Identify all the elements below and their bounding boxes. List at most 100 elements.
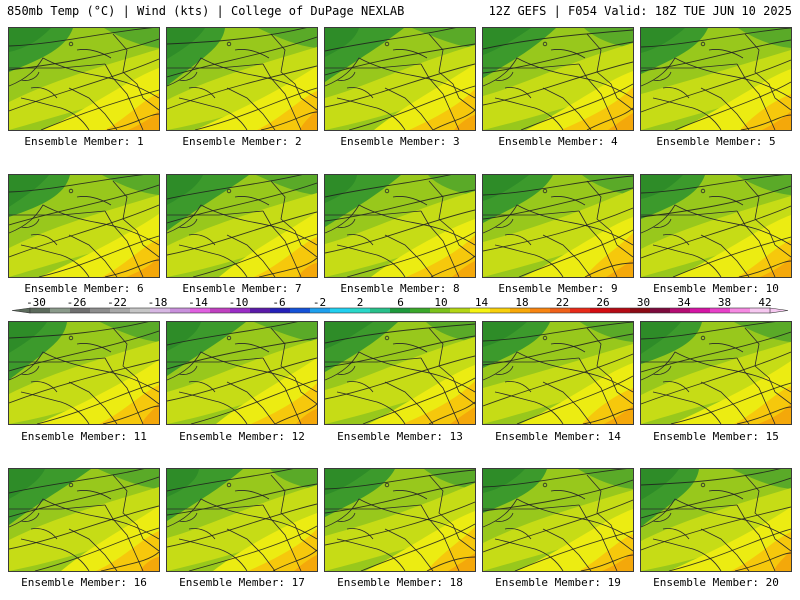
ensemble-member-label: Ensemble Member: 2 <box>182 135 302 148</box>
colorbar-tick-label: 42 <box>758 296 771 309</box>
temperature-color-scale: -30 -26 -22 -18 -14 -10 -6 -2 2 6 10 14 18 22 26 30 34 38… <box>11 296 789 314</box>
ensemble-member-map <box>482 321 634 425</box>
ensemble-member-label: Ensemble Member: 10 <box>653 282 779 295</box>
model-valid-time: 12Z GEFS | F054 Valid: 18Z TUE JUN 10 20… <box>488 4 792 18</box>
colorbar-swatch <box>470 308 491 313</box>
colorbar-swatch <box>570 308 591 313</box>
ensemble-member-label: Ensemble Member: 16 <box>21 576 147 589</box>
colorbar-tick-label: 34 <box>677 296 691 309</box>
colorbar-tick-label: 14 <box>475 296 489 309</box>
colorbar-tick-label: 26 <box>596 296 609 309</box>
colorbar-arrow-right <box>769 307 789 314</box>
colorbar-swatch <box>650 308 671 313</box>
colorbar-tick-label: 6 <box>397 296 404 309</box>
colorbar-swatch <box>190 308 211 313</box>
ensemble-member-label: Ensemble Member: 5 <box>656 135 776 148</box>
ensemble-member-label: Ensemble Member: 17 <box>179 576 305 589</box>
colorbar-tick-label: -30 <box>26 296 46 309</box>
colorbar-swatch <box>710 308 731 313</box>
colorbar-swatch <box>230 308 251 313</box>
ensemble-member-map <box>640 27 792 131</box>
colorbar-swatch <box>270 308 291 313</box>
colorbar-swatch <box>490 308 511 313</box>
colorbar-swatch <box>210 308 231 313</box>
colorbar-tick-label: 2 <box>357 296 364 309</box>
ensemble-member-label: Ensemble Member: 7 <box>182 282 302 295</box>
ensemble-member-map <box>324 321 476 425</box>
ensemble-member-map <box>8 174 160 278</box>
colorbar-swatch <box>130 308 151 313</box>
colorbar-swatch <box>630 308 651 313</box>
colorbar-swatch <box>50 308 71 313</box>
colorbar-swatch <box>30 308 51 313</box>
colorbar-tick-label: 30 <box>637 296 650 309</box>
ensemble-member-label: Ensemble Member: 20 <box>653 576 779 589</box>
colorbar-swatch <box>430 308 451 313</box>
ensemble-member-label: Ensemble Member: 4 <box>498 135 618 148</box>
colorbar-swatch <box>670 308 691 313</box>
ensemble-member-map <box>166 174 318 278</box>
colorbar-tick-label: -22 <box>107 296 127 309</box>
colorbar-swatch <box>590 308 611 313</box>
colorbar-tick-label: -18 <box>148 296 168 309</box>
colorbar-swatch <box>90 308 111 313</box>
colorbar-tick-label: 18 <box>515 296 528 309</box>
ensemble-member-label: Ensemble Member: 8 <box>340 282 460 295</box>
colorbar-swatch <box>170 308 191 313</box>
ensemble-member-label: Ensemble Member: 1 <box>24 135 144 148</box>
ensemble-member-label: Ensemble Member: 13 <box>337 430 463 443</box>
ensemble-member-map <box>640 321 792 425</box>
colorbar-tick-label: -10 <box>229 296 249 309</box>
colorbar-swatch <box>70 308 91 313</box>
colorbar-swatch <box>110 308 131 313</box>
ensemble-member-label: Ensemble Member: 3 <box>340 135 460 148</box>
ensemble-member-label: Ensemble Member: 11 <box>21 430 147 443</box>
colorbar-tick-label: 10 <box>434 296 447 309</box>
ensemble-member-label: Ensemble Member: 18 <box>337 576 463 589</box>
colorbar-swatch <box>150 308 171 313</box>
ensemble-member-label: Ensemble Member: 15 <box>653 430 779 443</box>
colorbar-swatch <box>370 308 391 313</box>
ensemble-member-label: Ensemble Member: 14 <box>495 430 621 443</box>
colorbar-tick-label: 22 <box>556 296 569 309</box>
colorbar-swatch <box>310 308 331 313</box>
ensemble-member-map <box>166 27 318 131</box>
ensemble-member-map <box>324 27 476 131</box>
ensemble-member-map <box>8 321 160 425</box>
colorbar-swatch <box>550 308 571 313</box>
colorbar-tick-label: -14 <box>188 296 208 309</box>
ensemble-member-map <box>8 27 160 131</box>
colorbar-swatch <box>350 308 371 313</box>
colorbar-tick-label: 38 <box>718 296 731 309</box>
colorbar-swatch <box>450 308 471 313</box>
ensemble-member-map <box>640 174 792 278</box>
ensemble-member-map <box>482 174 634 278</box>
colorbar-swatch <box>250 308 271 313</box>
colorbar-swatch <box>730 308 751 313</box>
colorbar-tick-label: -6 <box>272 296 285 309</box>
ensemble-member-label: Ensemble Member: 9 <box>498 282 618 295</box>
ensemble-member-map <box>166 321 318 425</box>
ensemble-member-label: Ensemble Member: 19 <box>495 576 621 589</box>
ensemble-member-label: Ensemble Member: 6 <box>24 282 144 295</box>
ensemble-member-map <box>324 468 476 572</box>
colorbar-swatch <box>390 308 411 313</box>
colorbar-tick-label: -2 <box>313 296 326 309</box>
chart-title: 850mb Temp (°C) | Wind (kts) | College o… <box>7 4 405 18</box>
colorbar-swatch <box>750 308 771 313</box>
ensemble-member-label: Ensemble Member: 12 <box>179 430 305 443</box>
ensemble-member-map <box>324 174 476 278</box>
colorbar-swatch <box>330 308 351 313</box>
colorbar-swatch <box>410 308 431 313</box>
colorbar-swatch <box>290 308 311 313</box>
colorbar-swatch <box>510 308 531 313</box>
ensemble-member-map <box>166 468 318 572</box>
colorbar-swatch <box>530 308 551 313</box>
ensemble-member-map <box>482 468 634 572</box>
ensemble-member-map <box>640 468 792 572</box>
colorbar-tick-label: -26 <box>67 296 87 309</box>
colorbar-swatch <box>690 308 711 313</box>
ensemble-member-map <box>482 27 634 131</box>
colorbar-swatch <box>610 308 631 313</box>
ensemble-member-map <box>8 468 160 572</box>
